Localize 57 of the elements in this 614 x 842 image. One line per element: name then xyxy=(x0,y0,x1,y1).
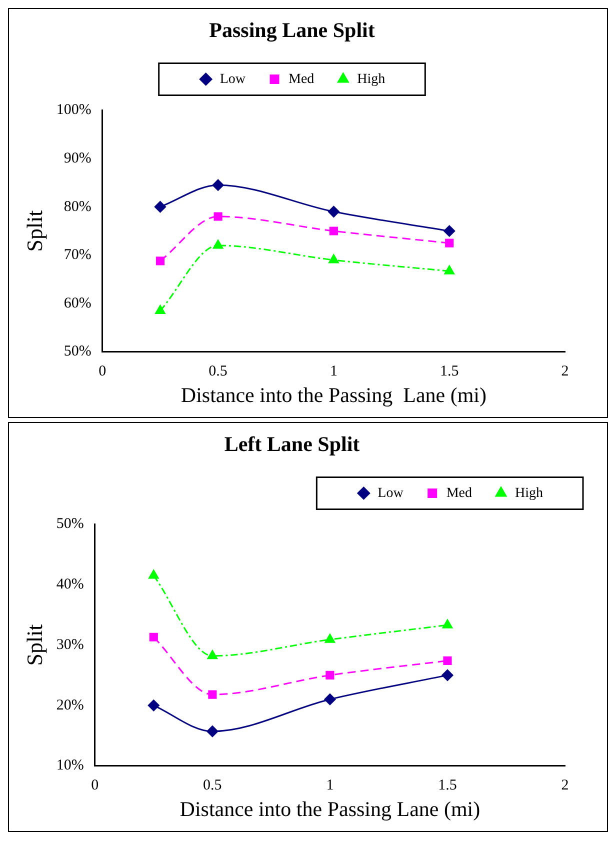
x-tick-label: 2 xyxy=(561,364,569,380)
x-tick-label: 1.5 xyxy=(440,364,459,380)
legend-label: Med xyxy=(446,486,472,501)
y-tick-label: 50% xyxy=(56,516,84,532)
point xyxy=(328,254,339,264)
x-tick-label: 1 xyxy=(330,364,338,380)
x-tick-label: 2 xyxy=(561,778,569,794)
point xyxy=(207,650,218,660)
x-tick-label: 0 xyxy=(98,364,106,380)
x-tick-label: 0 xyxy=(91,778,99,794)
y-tick-label: 40% xyxy=(56,576,84,593)
legend-label: Low xyxy=(220,72,246,87)
point xyxy=(155,304,166,314)
legend-label: Med xyxy=(288,72,314,87)
chart-title: Passing Lane Split xyxy=(209,18,375,42)
point xyxy=(154,201,166,213)
point xyxy=(328,206,340,218)
point xyxy=(148,570,159,579)
point xyxy=(442,619,453,628)
point xyxy=(329,226,338,236)
point xyxy=(212,179,224,191)
point xyxy=(206,726,218,738)
y-tick-label: 70% xyxy=(64,247,92,264)
point xyxy=(208,690,217,699)
point xyxy=(148,700,160,712)
point xyxy=(212,240,224,249)
point xyxy=(443,656,452,665)
chart-title: Left Lane Split xyxy=(224,432,360,456)
x-axis-title: Distance into the Passing Lane (mi) xyxy=(180,796,480,821)
x-tick-label: 0.5 xyxy=(203,778,222,794)
y-tick-label: 80% xyxy=(64,198,92,215)
y-tick-label: 10% xyxy=(56,758,84,774)
point xyxy=(444,265,454,274)
y-tick-label: 20% xyxy=(56,697,84,714)
point xyxy=(326,670,334,680)
y-tick-label: 60% xyxy=(64,295,92,312)
point xyxy=(442,669,454,681)
y-axis-title: Split xyxy=(22,624,47,666)
legend-label: Low xyxy=(378,486,404,501)
point xyxy=(149,632,158,642)
x-tick-label: 1 xyxy=(326,778,334,794)
y-tick-label: 30% xyxy=(56,636,84,653)
y-axis-title: Split xyxy=(22,210,47,252)
point xyxy=(444,225,456,237)
x-tick-label: 0.5 xyxy=(208,364,228,380)
x-tick-label: 1.5 xyxy=(438,778,457,794)
point xyxy=(324,694,336,706)
point xyxy=(156,256,165,266)
x-axis-title: Distance into the Passing Lane (mi) xyxy=(180,382,486,407)
y-tick-label: 50% xyxy=(64,344,92,360)
legend-label: High xyxy=(357,72,386,87)
y-tick-label: 90% xyxy=(64,150,92,166)
legend-label: High xyxy=(515,486,543,501)
point xyxy=(324,634,336,643)
point xyxy=(214,212,222,221)
point xyxy=(445,238,454,248)
y-tick-label: 100% xyxy=(56,102,92,118)
